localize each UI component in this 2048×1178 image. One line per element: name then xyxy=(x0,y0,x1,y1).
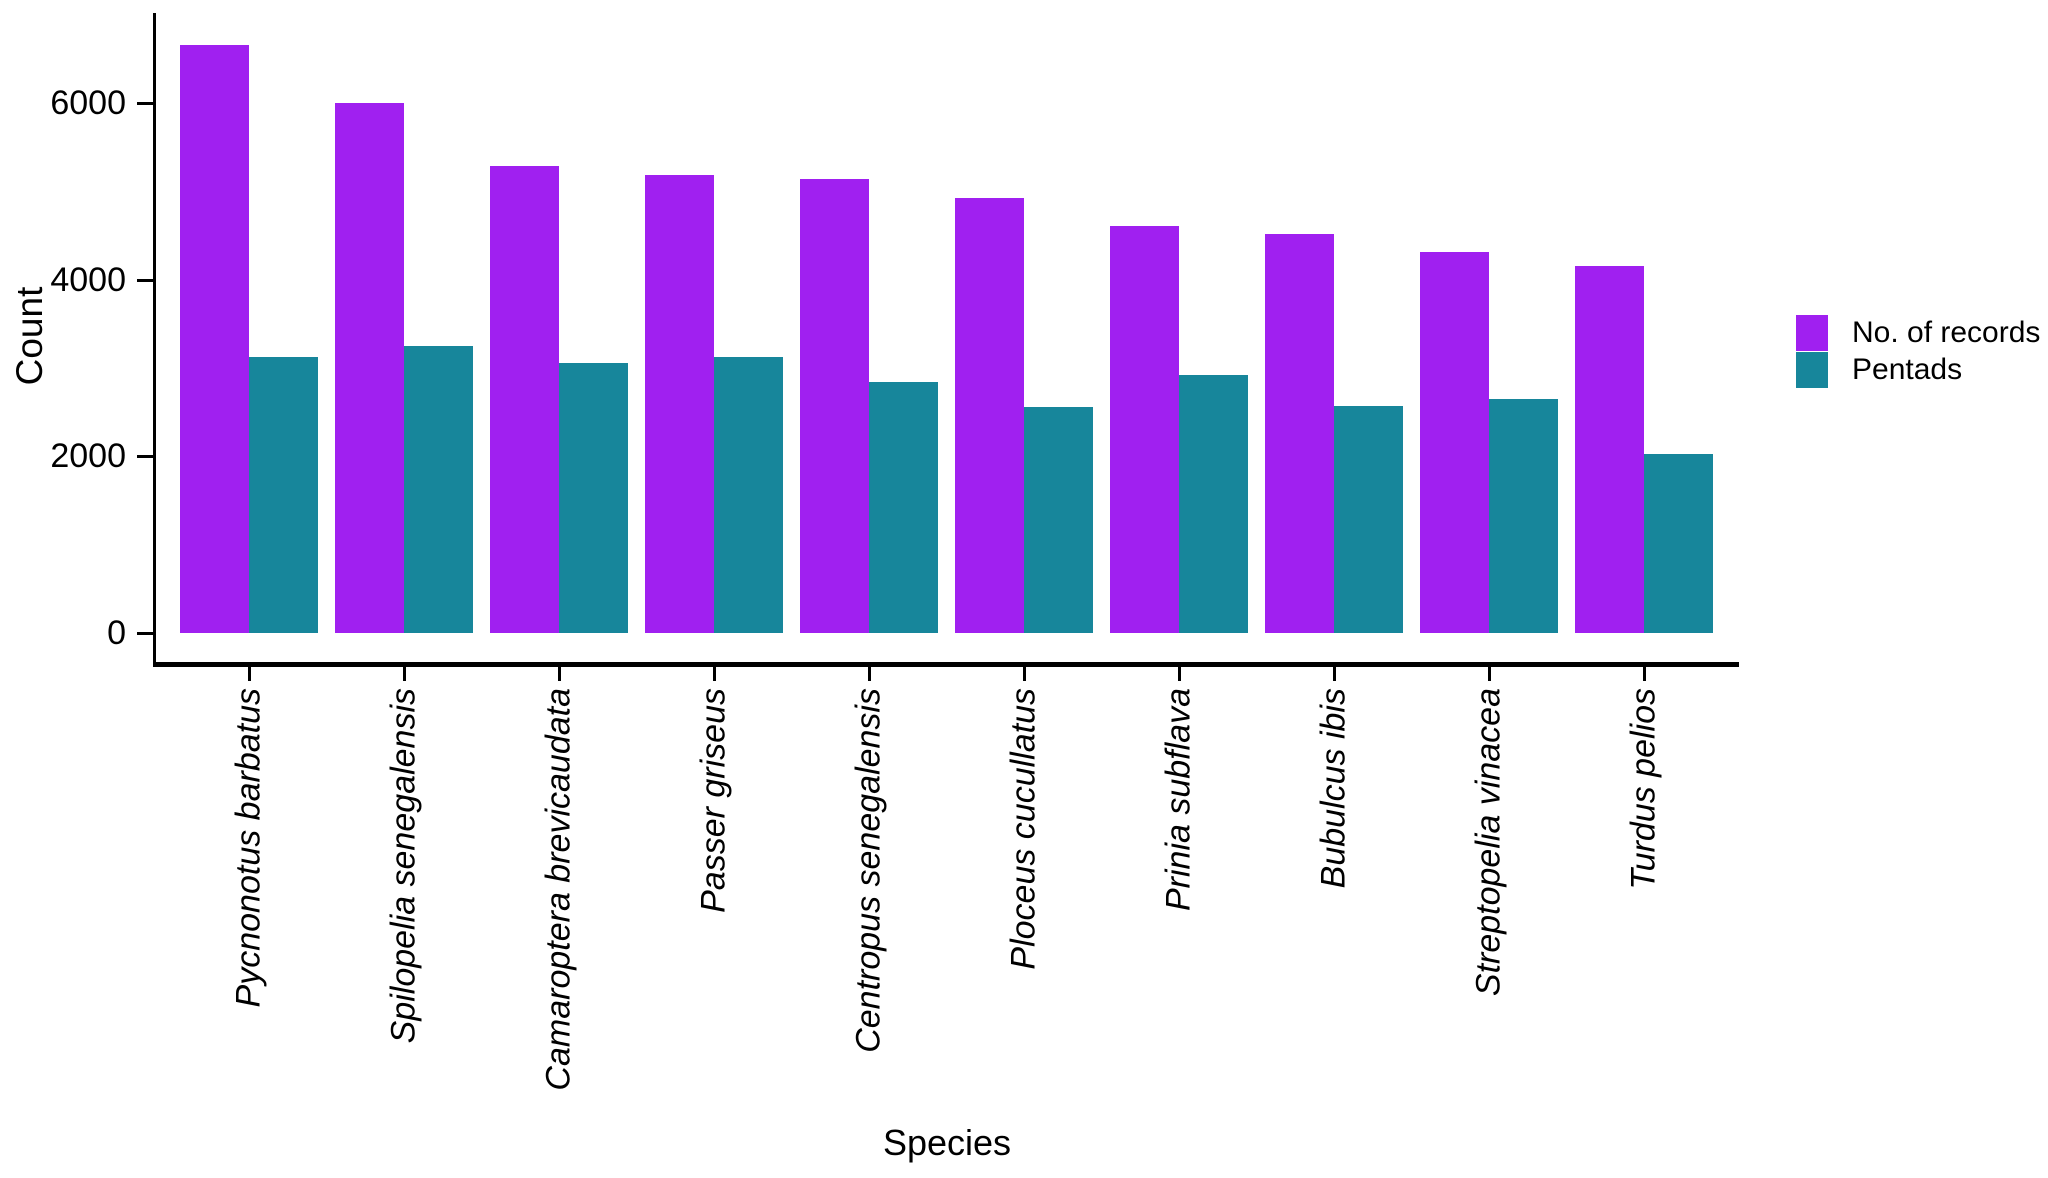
x-category-label-4: Passer griseus xyxy=(694,688,733,913)
x-tick-2 xyxy=(403,667,406,681)
bar-records-6 xyxy=(955,198,1024,633)
x-tick-5 xyxy=(868,667,871,681)
x-tick-6 xyxy=(1023,667,1026,681)
x-tick-8 xyxy=(1333,667,1336,681)
x-category-label-7: Prinia subflava xyxy=(1159,688,1198,912)
y-axis-title: Count xyxy=(9,286,50,386)
x-axis-line xyxy=(153,662,1739,667)
bar-records-9 xyxy=(1420,252,1489,633)
y-tick-label-0: 0 xyxy=(107,614,126,652)
x-axis-title: Species xyxy=(882,1122,1012,1163)
legend: No. of records Pentads xyxy=(1796,314,2040,388)
y-tick-4000 xyxy=(137,279,153,282)
bar-pentads-2 xyxy=(404,346,473,633)
bar-pentads-5 xyxy=(869,382,938,633)
bar-records-8 xyxy=(1265,234,1334,633)
x-category-label-5: Centropus senegalensis xyxy=(849,688,888,1053)
bar-records-7 xyxy=(1110,226,1179,633)
x-category-label-3: Camaroptera brevicaudata xyxy=(539,688,578,1091)
legend-label-records: No. of records xyxy=(1852,315,2041,349)
x-category-label-9: Streptopelia vinacea xyxy=(1469,688,1508,997)
bar-records-2 xyxy=(335,103,404,633)
x-tick-10 xyxy=(1643,667,1646,681)
bar-records-1 xyxy=(180,45,249,633)
x-category-label-8: Bubulcus ibis xyxy=(1314,688,1353,889)
bar-records-3 xyxy=(490,166,559,633)
bar-pentads-8 xyxy=(1334,406,1403,633)
y-tick-0 xyxy=(137,632,153,635)
bar-records-4 xyxy=(645,175,714,633)
y-tick-label-4000: 4000 xyxy=(50,261,126,299)
bar-pentads-1 xyxy=(249,357,318,633)
bar-records-5 xyxy=(800,179,869,633)
x-category-label-2: Spilopelia senegalensis xyxy=(384,688,423,1044)
y-axis-line xyxy=(153,13,156,667)
bar-pentads-6 xyxy=(1024,407,1093,633)
x-tick-9 xyxy=(1488,667,1491,681)
x-tick-3 xyxy=(558,667,561,681)
legend-swatch-pentads-icon xyxy=(1796,351,1828,388)
bar-pentads-9 xyxy=(1489,399,1558,633)
legend-row-records: No. of records xyxy=(1796,314,2040,351)
y-tick-label-6000: 6000 xyxy=(50,84,126,122)
bar-records-10 xyxy=(1575,266,1644,633)
bar-pentads-7 xyxy=(1179,375,1248,633)
bar-pentads-3 xyxy=(559,363,628,633)
x-tick-7 xyxy=(1178,667,1181,681)
x-category-label-6: Ploceus cucullatus xyxy=(1004,688,1043,970)
y-tick-6000 xyxy=(137,102,153,105)
legend-swatch-records-icon xyxy=(1796,314,1828,351)
y-tick-label-2000: 2000 xyxy=(50,437,126,475)
x-category-label-10: Turdus pelios xyxy=(1624,688,1663,890)
bar-pentads-10 xyxy=(1644,454,1713,633)
legend-label-pentads: Pentads xyxy=(1852,352,1963,386)
x-tick-4 xyxy=(713,667,716,681)
legend-row-pentads: Pentads xyxy=(1796,351,2040,388)
bar-pentads-4 xyxy=(714,357,783,633)
y-tick-2000 xyxy=(137,455,153,458)
x-category-label-1: Pycnonotus barbatus xyxy=(229,688,268,1008)
x-tick-1 xyxy=(248,667,251,681)
